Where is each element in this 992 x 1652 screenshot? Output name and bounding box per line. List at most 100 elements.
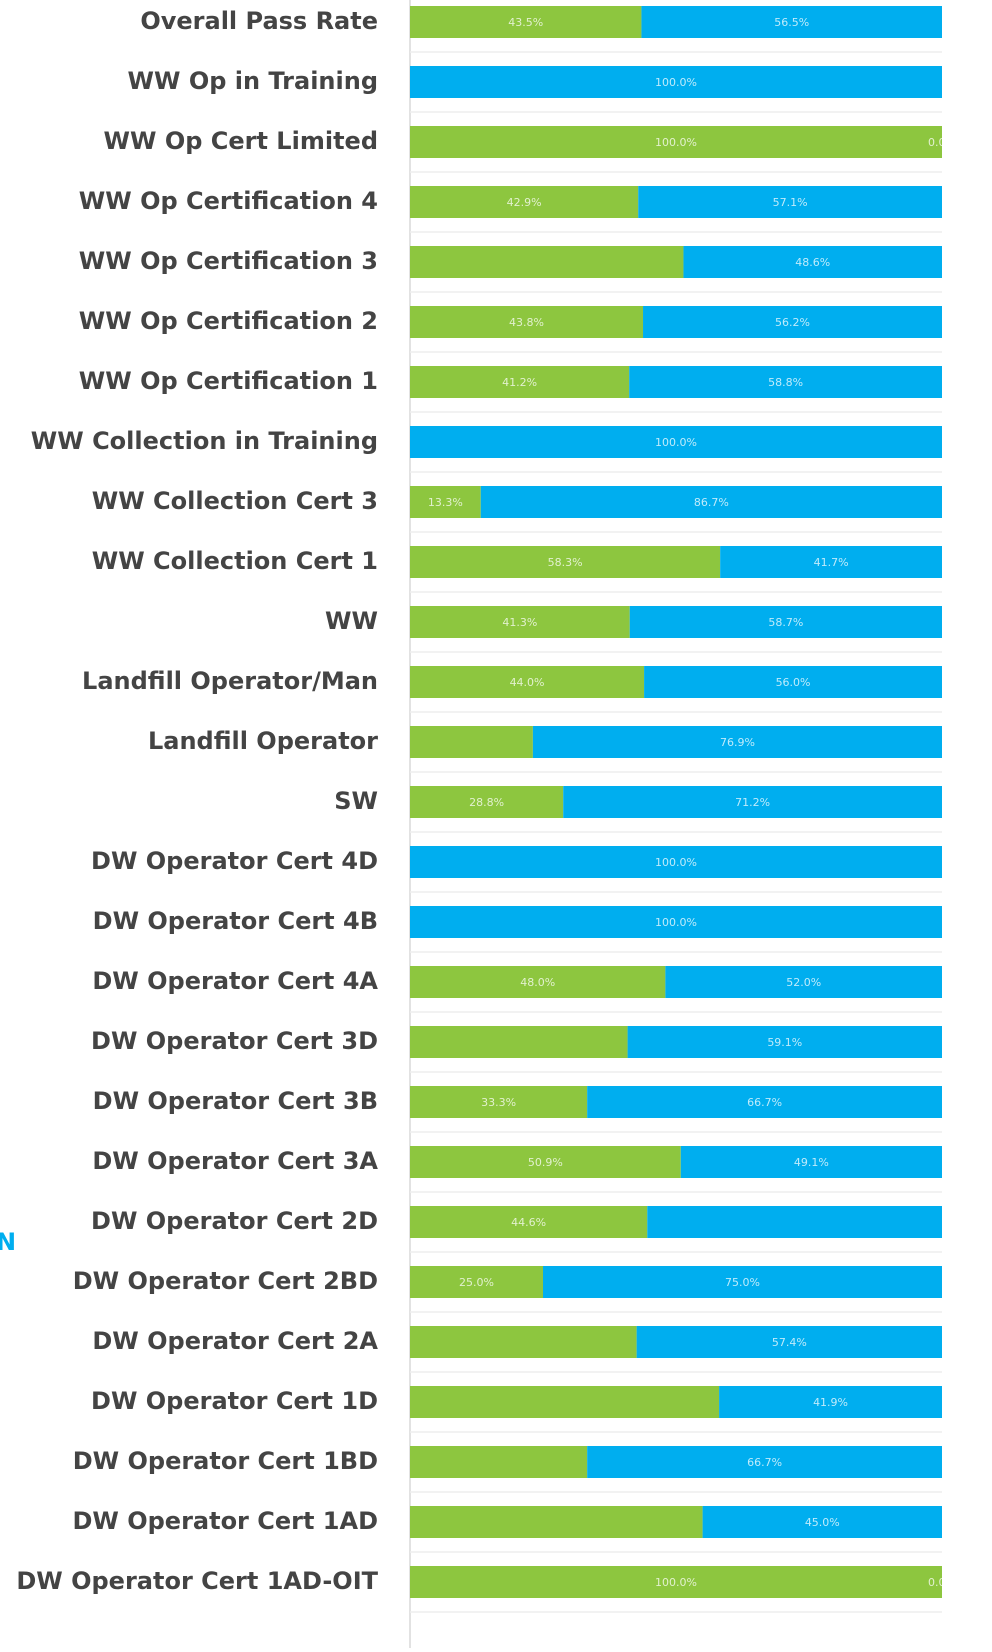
bar-segment xyxy=(680,1146,942,1178)
plot-area: 43.5% 56.5% 0.0% 100.0% 100.0% 0.0% 42.9% 57.1%… xyxy=(410,6,956,1598)
value-label: 45.0% xyxy=(805,1516,840,1529)
value-label: 0.0% xyxy=(928,136,956,149)
category-label: Overall Pass Rate xyxy=(140,7,378,35)
category-label: DW Operator Cert 1D xyxy=(91,1387,378,1415)
value-label: 41.2% xyxy=(502,376,537,389)
bar-segment xyxy=(636,1326,942,1358)
bar-segment xyxy=(629,606,942,638)
value-label: 57.4% xyxy=(772,1336,807,1349)
bar-segment xyxy=(410,1386,720,1418)
bar-segment xyxy=(410,1326,637,1358)
bar-segment xyxy=(638,186,942,218)
value-label: 33.3% xyxy=(481,1096,516,1109)
value-label: 42.9% xyxy=(507,196,542,209)
value-label: 41.9% xyxy=(813,1396,848,1409)
bar-segment xyxy=(410,6,642,38)
category-label: DW Operator Cert 4B xyxy=(93,907,378,935)
bar-segment xyxy=(683,246,942,278)
value-label: 50.9% xyxy=(528,1156,563,1169)
value-label: 13.3% xyxy=(428,496,463,509)
category-label: WW Op Certification 3 xyxy=(79,247,378,275)
value-label: 52.0% xyxy=(786,976,821,989)
category-label: WW Collection Cert 1 xyxy=(92,547,378,575)
value-label: 43.8% xyxy=(509,316,544,329)
bar-segment xyxy=(410,606,630,638)
bar-segment xyxy=(410,1026,628,1058)
category-label: DW Operator Cert 2D xyxy=(91,1207,378,1235)
value-label: 76.9% xyxy=(720,736,755,749)
value-label: 41.7% xyxy=(814,556,849,569)
bar-segment xyxy=(587,1446,942,1478)
bar-segment xyxy=(587,1086,942,1118)
bar-segment xyxy=(563,786,942,818)
category-label: WW Op Cert Limited xyxy=(104,127,378,155)
category-label: DW Operator Cert 3D xyxy=(91,1027,378,1055)
bar-segment xyxy=(644,666,942,698)
category-label: WW Op in Training xyxy=(128,67,378,95)
category-label: DW Operator Cert 4D xyxy=(91,847,378,875)
bar-segment xyxy=(410,546,721,578)
bar-segment xyxy=(410,846,942,878)
value-label: 28.8% xyxy=(469,796,504,809)
category-label: DW Operator Cert 4A xyxy=(92,967,378,995)
category-label: Landfill Operator/Man xyxy=(82,667,378,695)
value-label: 0.0% xyxy=(928,1576,956,1589)
bar-segment xyxy=(410,1446,588,1478)
bar-segment xyxy=(629,366,942,398)
bar-segment xyxy=(410,306,644,338)
value-label: 48.6% xyxy=(795,256,830,269)
value-label: 44.0% xyxy=(510,676,545,689)
bar-segment xyxy=(410,1206,648,1238)
value-label: 44.6% xyxy=(511,1216,546,1229)
value-label: 56.5% xyxy=(774,16,809,29)
category-label: WW Op Certification 2 xyxy=(79,307,378,335)
value-label: 49.1% xyxy=(794,1156,829,1169)
bar-segment xyxy=(627,1026,942,1058)
category-label: SW xyxy=(334,787,378,815)
bar-segment xyxy=(532,726,942,758)
category-label: DW Operator Cert 2A xyxy=(92,1327,378,1355)
bar-segment xyxy=(410,66,942,98)
category-label: DW Operator Cert 3A xyxy=(92,1147,378,1175)
bar-segment xyxy=(543,1266,942,1298)
bar-segment xyxy=(410,786,564,818)
bar-segment xyxy=(647,1206,942,1238)
value-label: 56.0% xyxy=(776,676,811,689)
value-label: 58.8% xyxy=(768,376,803,389)
value-label: 58.7% xyxy=(768,616,803,629)
value-label: 41.3% xyxy=(502,616,537,629)
bar-segment xyxy=(410,1566,942,1598)
value-label: 100.0% xyxy=(655,436,697,449)
bar-segment xyxy=(702,1506,942,1538)
bar-segment xyxy=(641,6,942,38)
value-label: 71.2% xyxy=(735,796,770,809)
value-label: 59.1% xyxy=(767,1036,802,1049)
value-label: 48.0% xyxy=(520,976,555,989)
legend-fragment: N xyxy=(0,1228,16,1256)
bar-segment xyxy=(480,486,942,518)
bar-segment xyxy=(410,1506,703,1538)
bar-segment xyxy=(410,486,481,518)
bar-segment xyxy=(719,1386,942,1418)
bar-segment xyxy=(665,966,942,998)
value-label: 57.1% xyxy=(773,196,808,209)
bar-segment xyxy=(643,306,942,338)
value-label: 100.0% xyxy=(655,916,697,929)
value-label: 100.0% xyxy=(655,856,697,869)
value-label: 86.7% xyxy=(694,496,729,509)
bar-segment xyxy=(410,366,630,398)
category-label: Landfill Operator xyxy=(148,727,378,755)
bar-segment xyxy=(410,186,639,218)
category-label: DW Operator Cert 1AD-OIT xyxy=(16,1567,378,1595)
category-label: WW Collection Cert 3 xyxy=(92,487,378,515)
category-label: WW Op Certification 4 xyxy=(79,187,378,215)
bar-segment xyxy=(410,966,666,998)
category-label: WW Op Certification 1 xyxy=(79,367,378,395)
value-label: 43.5% xyxy=(508,16,543,29)
bar-segment xyxy=(410,666,645,698)
bar-segment xyxy=(410,246,684,278)
bar-segment xyxy=(410,1086,588,1118)
category-label: DW Operator Cert 3B xyxy=(93,1087,378,1115)
category-label: DW Operator Cert 1BD xyxy=(73,1447,378,1475)
bar-segment xyxy=(410,906,942,938)
